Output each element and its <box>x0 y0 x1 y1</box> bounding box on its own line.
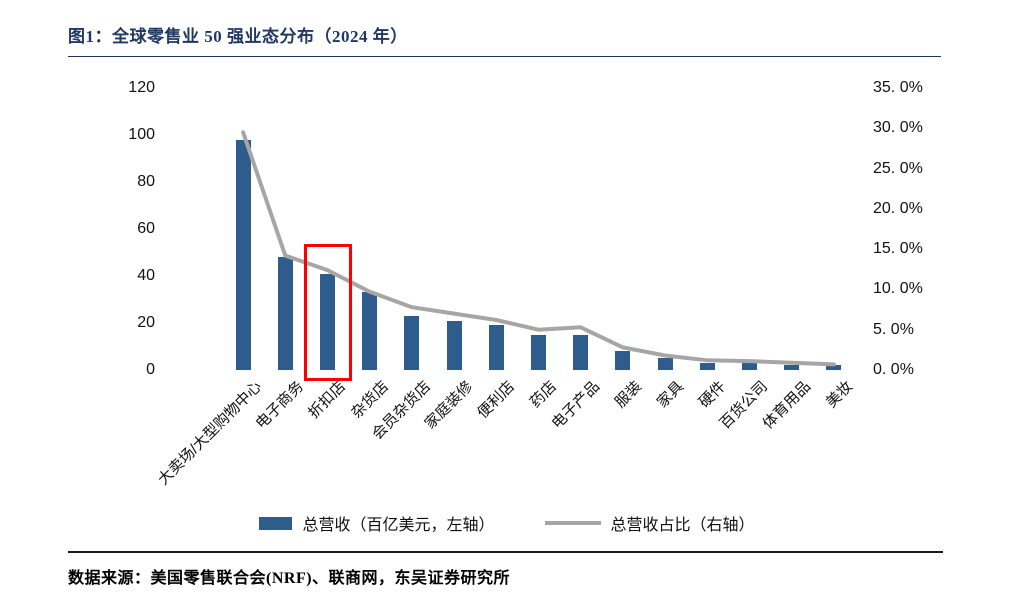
footer-divider <box>68 551 943 553</box>
revenue-bar <box>235 139 251 370</box>
category-label: 硬件 <box>696 378 730 412</box>
revenue-bar <box>531 334 546 370</box>
legend-label-share: 总营收占比（右轴） <box>610 517 755 534</box>
chart-legend: 总营收（百亿美元，左轴） 总营收占比（右轴） <box>0 511 1014 535</box>
category-label: 服装 <box>611 378 645 412</box>
left-axis-tick: 60 <box>137 220 155 237</box>
left-axis-tick: 20 <box>137 314 155 331</box>
figure-title: 图1：全球零售业 50 强业态分布（2024 年） <box>68 27 408 46</box>
revenue-bar <box>742 362 757 370</box>
category-label: 家具 <box>653 378 688 412</box>
revenue-bar <box>699 362 715 370</box>
revenue-bar <box>446 320 462 370</box>
bar-series-marker <box>259 516 293 530</box>
right-axis-tick: 35. 0% <box>873 79 923 96</box>
right-axis-tick: 15. 0% <box>873 240 923 258</box>
revenue-bar <box>277 257 293 370</box>
revenue-bar <box>573 334 589 370</box>
right-axis-tick: 30. 0% <box>873 119 923 137</box>
revenue-bar <box>826 365 842 370</box>
title-divider <box>68 56 941 57</box>
category-label: 折扣店 <box>305 378 350 422</box>
line-series-marker <box>544 521 601 525</box>
right-axis-tick: 5. 0% <box>873 320 914 338</box>
left-axis-tick: 0 <box>146 361 155 378</box>
highlight-box <box>303 243 352 381</box>
revenue-bar <box>657 358 673 370</box>
category-label: 美妆 <box>822 378 856 412</box>
left-axis-tick: 120 <box>128 79 155 96</box>
revenue-bar <box>784 365 800 370</box>
revenue-bar <box>362 292 378 370</box>
category-label: 大卖场/大型购物中心 <box>154 378 266 489</box>
data-source: 数据来源：美国零售联合会(NRF)、联商网，东吴证券研究所 <box>68 570 511 587</box>
right-axis-tick: 20. 0% <box>873 199 923 217</box>
left-axis-tick: 80 <box>137 173 155 190</box>
category-label: 便利店 <box>474 378 519 422</box>
right-axis-tick: 10. 0% <box>873 280 923 298</box>
category-label: 药店 <box>527 378 561 412</box>
left-axis-tick: 100 <box>128 126 155 143</box>
legend-item-share: 总营收占比（右轴） <box>544 511 755 535</box>
legend-label-revenue: 总营收（百亿美元，左轴） <box>302 517 495 534</box>
revenue-bar <box>615 351 631 370</box>
revenue-bar <box>488 325 504 370</box>
revenue-bar <box>404 315 420 370</box>
legend-item-revenue: 总营收（百亿美元，左轴） <box>259 511 495 535</box>
right-axis-tick: 0. 0% <box>873 361 914 378</box>
left-axis-tick: 40 <box>137 267 155 284</box>
right-axis-tick: 25. 0% <box>873 159 923 177</box>
